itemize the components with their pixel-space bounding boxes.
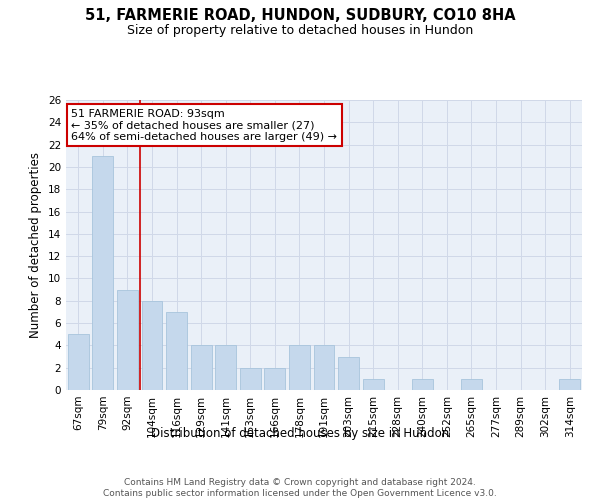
Text: Contains HM Land Registry data © Crown copyright and database right 2024.
Contai: Contains HM Land Registry data © Crown c… (103, 478, 497, 498)
Bar (338, 356, 359, 390)
Bar (362, 379, 383, 390)
Bar (289, 346, 310, 390)
Bar (92, 156, 113, 390)
Bar (240, 368, 261, 390)
Bar (117, 290, 138, 390)
Bar (191, 346, 212, 390)
Bar (265, 368, 286, 390)
Bar (215, 346, 236, 390)
Bar (461, 379, 482, 390)
Y-axis label: Number of detached properties: Number of detached properties (29, 152, 43, 338)
Bar (142, 301, 163, 390)
Bar (559, 379, 580, 390)
Bar (314, 346, 334, 390)
Text: Distribution of detached houses by size in Hundon: Distribution of detached houses by size … (151, 428, 449, 440)
Text: 51 FARMERIE ROAD: 93sqm
← 35% of detached houses are smaller (27)
64% of semi-de: 51 FARMERIE ROAD: 93sqm ← 35% of detache… (71, 108, 337, 142)
Bar (68, 334, 89, 390)
Bar (166, 312, 187, 390)
Text: Size of property relative to detached houses in Hundon: Size of property relative to detached ho… (127, 24, 473, 37)
Bar (412, 379, 433, 390)
Text: 51, FARMERIE ROAD, HUNDON, SUDBURY, CO10 8HA: 51, FARMERIE ROAD, HUNDON, SUDBURY, CO10… (85, 8, 515, 22)
